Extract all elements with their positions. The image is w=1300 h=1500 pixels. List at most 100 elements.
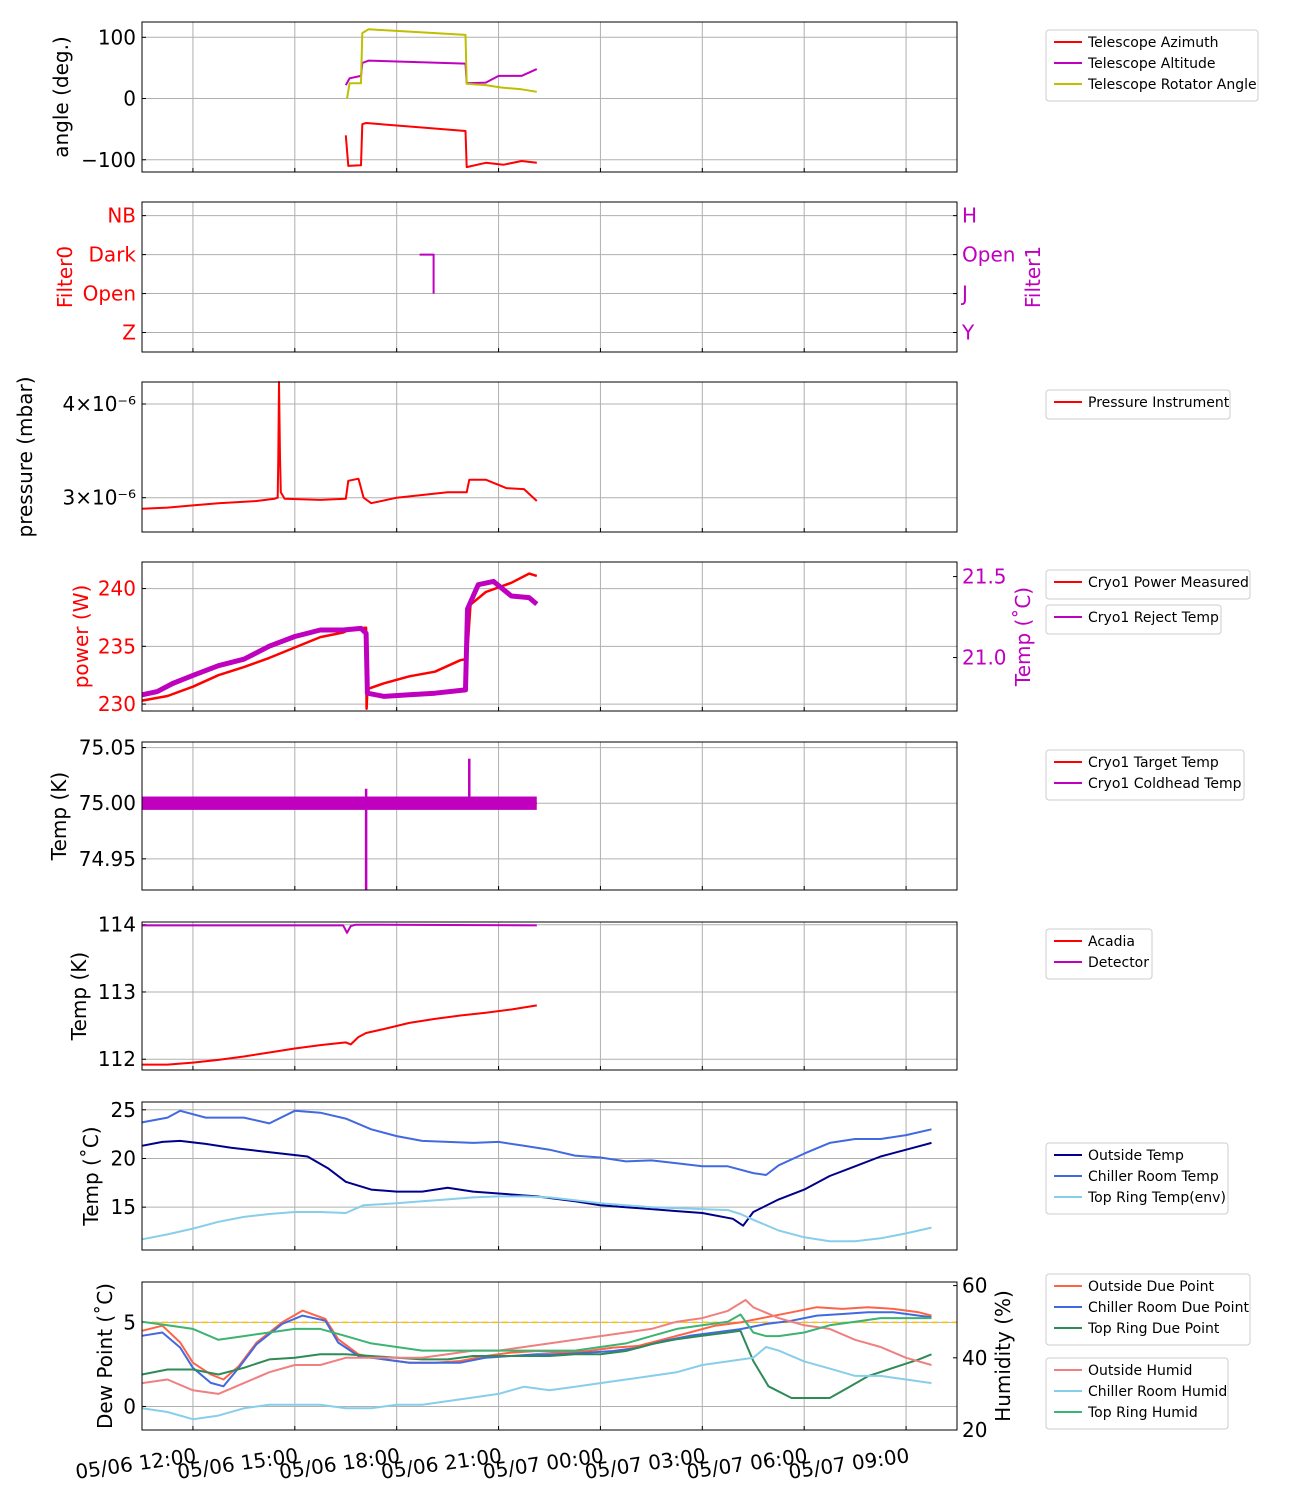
y-tick-label-right: H: [962, 204, 977, 228]
legend-entry: Top Ring Humid: [1087, 1405, 1198, 1421]
legend: Cryo1 Target Temp Cryo1 Coldhead Temp: [1045, 749, 1245, 801]
plot-frame: [141, 561, 958, 712]
y-tick-label: 0: [123, 87, 136, 111]
y-tick-label-right: 40: [962, 1346, 987, 1370]
panel-5: 114 113 112 Temp (K) Acadia Detector: [67, 913, 1153, 1071]
legend-box: [1045, 29, 1259, 102]
legend-entry: Chiller Room Temp: [1088, 1169, 1219, 1185]
plot-frame: [141, 21, 958, 173]
series-line: [141, 578, 539, 699]
plot-frame: [141, 921, 958, 1071]
legend-entry: Outside Due Point: [1088, 1279, 1215, 1295]
legend-entry: Top Ring Due Point: [1087, 1321, 1220, 1337]
y-tick-label: 113: [98, 980, 136, 1004]
legend: Pressure Instrument: [1045, 389, 1231, 420]
y-tick-label: 25: [111, 1098, 136, 1122]
panel-3: 230 235 240 21.0 21.5 power (W) Temp (˚C) Cryo1…: [69, 561, 1251, 716]
series-line: [141, 1195, 932, 1243]
panel-2: 4×10⁻⁶ 3×10⁻⁶ pressure (mbar) Pressure Inst…: [13, 376, 1231, 538]
series-line: [142, 1004, 537, 1066]
legend-power: Cryo1 Power Measured: [1045, 569, 1251, 600]
panel-7: 5 0 60 40 20 Dew Point (˚C) Humidity (%) Outsid…: [93, 1273, 1251, 1442]
y-axis-label: Temp (K): [47, 772, 71, 861]
y-axis-label: angle (deg.): [49, 36, 73, 158]
y-axis-label: Temp (˚C): [1011, 587, 1035, 687]
y-axis-label: Dew Point (˚C): [93, 1283, 117, 1429]
y-axis-label: Filter1: [1021, 246, 1045, 308]
legend-entry: Outside Temp: [1088, 1148, 1184, 1164]
y-tick-label: 240: [98, 577, 136, 601]
y-axis-label: Humidity (%): [991, 1290, 1015, 1422]
y-axis-label: pressure (mbar): [13, 376, 37, 537]
series-line: [346, 28, 537, 99]
series-line: [141, 1329, 932, 1399]
legend-entry: Telescope Altitude: [1087, 56, 1216, 72]
y-axis-label: Filter0: [53, 246, 77, 308]
y-tick-label-right: 21.5: [962, 565, 1007, 589]
plot-frame: [141, 1101, 958, 1251]
y-tick-label: 114: [98, 913, 136, 937]
y-tick-label: 74.95: [79, 847, 136, 871]
series-line: [141, 1313, 932, 1352]
legend-entry: Telescope Rotator Angle: [1087, 77, 1257, 93]
legend-entry: Cryo1 Target Temp: [1088, 755, 1219, 771]
y-tick-label: 112: [98, 1047, 136, 1071]
legend-box: [1045, 604, 1222, 635]
series-line: [141, 572, 538, 710]
y-tick-label: 5: [123, 1310, 136, 1334]
legend-entry: Chiller Room Humid: [1088, 1384, 1227, 1400]
y-tick-label: 235: [98, 634, 136, 658]
legend-entry: Telescope Azimuth: [1087, 35, 1218, 51]
series-line: [141, 1139, 932, 1227]
series-line: [141, 1346, 932, 1421]
legend-entry: Detector: [1088, 955, 1149, 971]
legend: Telescope Azimuth Telescope Altitude Teles…: [1045, 29, 1259, 102]
legend-box: [1045, 1357, 1229, 1430]
legend: Outside Temp Chiller Room Temp Top Ring Te…: [1045, 1142, 1229, 1215]
legend: Acadia Detector: [1045, 928, 1153, 980]
legend-entry: Cryo1 Reject Temp: [1088, 610, 1219, 626]
y-tick-label: 230: [98, 692, 136, 716]
legend-box: [1045, 1273, 1251, 1346]
plot-frame: [141, 201, 958, 353]
y-tick-label: 4×10⁻⁶: [62, 392, 136, 416]
series-line: [344, 59, 538, 86]
y-tick-label: 75.05: [79, 736, 136, 760]
y-tick-label: Open: [83, 282, 136, 306]
series-line: [344, 122, 537, 169]
legend-box: [1045, 569, 1251, 600]
legend-dewpoint: Outside Due Point Chiller Room Due Point T…: [1045, 1273, 1251, 1346]
panel-6: 25 20 15 Temp (˚C) Outside Temp Chiller Room …: [79, 1098, 1229, 1251]
series-line: [142, 923, 537, 934]
series-line: [141, 1306, 932, 1381]
y-tick-label: NB: [107, 204, 136, 228]
y-tick-label: Dark: [89, 243, 137, 267]
legend-entry: Chiller Room Due Point: [1088, 1300, 1249, 1316]
series-line: [141, 381, 538, 510]
legend-entry: Cryo1 Coldhead Temp: [1088, 776, 1242, 792]
legend-entry: Acadia: [1088, 934, 1135, 950]
y-tick-label: 0: [123, 1394, 136, 1418]
legend-entry: Top Ring Temp(env): [1087, 1190, 1226, 1206]
y-tick-label-right: 21.0: [962, 646, 1007, 670]
y-axis-label: power (W): [69, 585, 93, 689]
y-axis-label: Temp (K): [67, 952, 91, 1041]
plot-frame: [141, 381, 958, 533]
legend-box: [1045, 749, 1245, 801]
y-tick-label-right: Y: [961, 321, 975, 345]
legend-box: [1045, 1142, 1229, 1215]
y-tick-label-right: J: [960, 282, 968, 306]
series-line: [419, 253, 435, 294]
y-axis-label: Temp (˚C): [79, 1126, 103, 1226]
legend-entry: Cryo1 Power Measured: [1088, 575, 1249, 591]
y-tick-label: 100: [98, 25, 136, 49]
legend-entry: Pressure Instrument: [1088, 395, 1230, 411]
panel-4: 75.05 75.00 74.95 Temp (K) Cryo1 Target Temp…: [47, 736, 1245, 891]
panel-1: Z Open Dark NB YJ Open H Filter0 Filter1: [53, 201, 1045, 353]
legend-humid: Outside Humid Chiller Room Humid Top Ring …: [1045, 1357, 1229, 1430]
y-tick-label: Z: [122, 321, 136, 345]
y-tick-label-right: 60: [962, 1274, 987, 1298]
